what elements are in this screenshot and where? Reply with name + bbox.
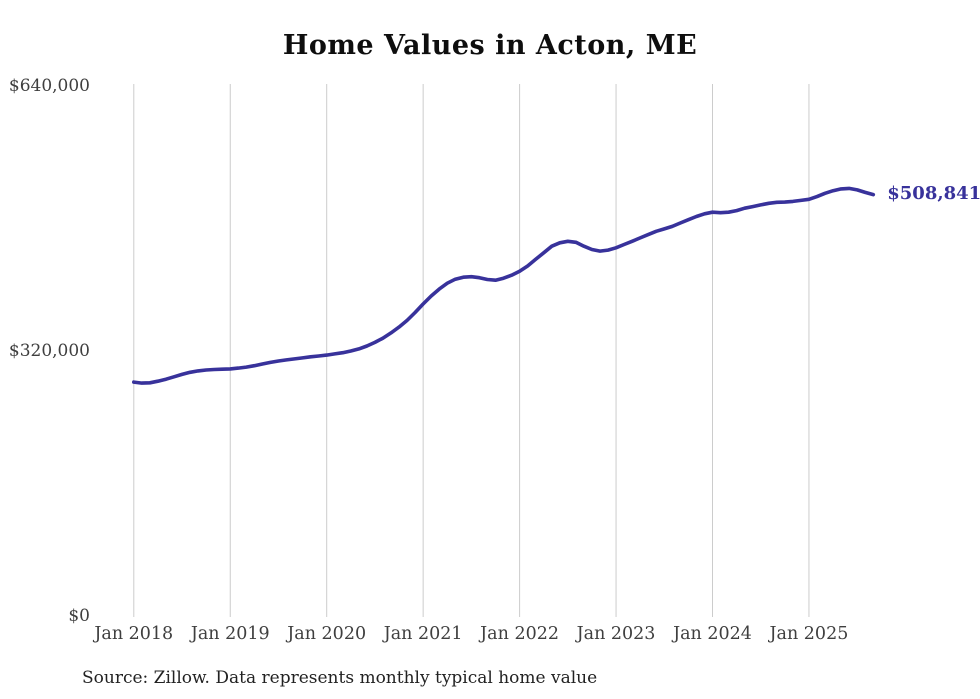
x-tick-jan-2020: Jan 2020 <box>287 624 367 644</box>
x-tick-jan-2018: Jan 2018 <box>94 624 174 644</box>
y-tick-320000: $320,000 <box>8 341 90 361</box>
x-tick-jan-2022: Jan 2022 <box>480 624 559 644</box>
last-value-label: $508,841 <box>887 182 980 204</box>
x-tick-jan-2024: Jan 2024 <box>673 624 752 644</box>
chart-title: Home Values in Acton, ME <box>282 30 698 61</box>
source-note: Source: Zillow. Data represents monthly … <box>82 668 598 688</box>
x-tick-jan-2019: Jan 2019 <box>190 624 270 644</box>
x-tick-jan-2021: Jan 2021 <box>383 624 463 644</box>
x-tick-jan-2025: Jan 2025 <box>769 624 849 644</box>
x-tick-jan-2023: Jan 2023 <box>576 624 656 644</box>
home-value-line <box>132 186 876 385</box>
y-tick-640000: $640,000 <box>8 76 90 96</box>
vertical-gridlines <box>133 84 810 617</box>
y-tick-0: $0 <box>68 606 90 626</box>
